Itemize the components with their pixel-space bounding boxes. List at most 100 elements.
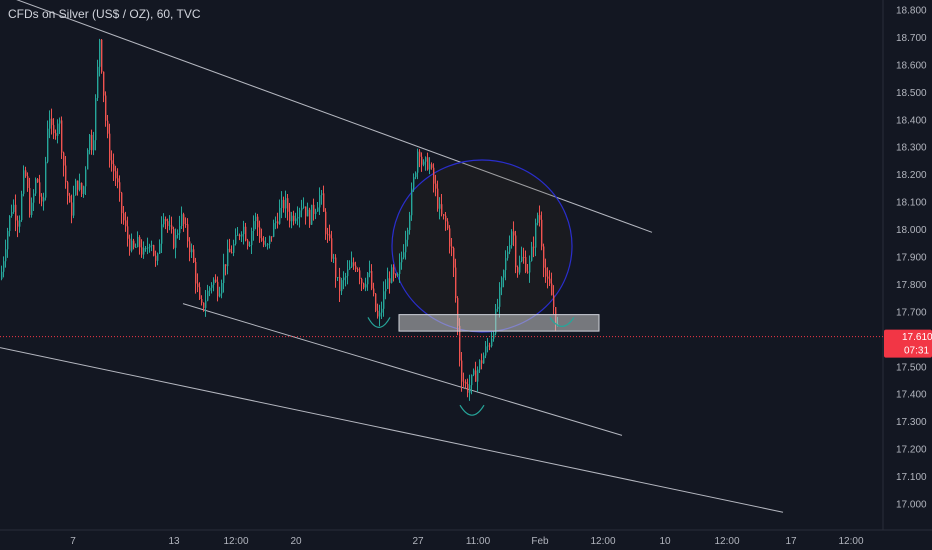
candle-body bbox=[521, 256, 523, 262]
trendline[interactable] bbox=[182, 303, 623, 436]
candle-body bbox=[257, 216, 259, 228]
candle-body bbox=[125, 220, 127, 227]
candle-body bbox=[493, 333, 495, 339]
bottom-arc-marker[interactable] bbox=[459, 404, 485, 416]
bottom-arc-marker[interactable] bbox=[367, 317, 391, 328]
candle-body bbox=[205, 300, 207, 308]
candle-body bbox=[289, 211, 291, 222]
candle-body bbox=[355, 265, 357, 270]
candle-body bbox=[295, 218, 297, 222]
candle-body bbox=[227, 248, 229, 267]
y-tick-label: 17.800 bbox=[896, 280, 927, 291]
candle-body bbox=[427, 157, 429, 170]
candle-body bbox=[351, 262, 353, 267]
candle-body bbox=[199, 287, 201, 300]
candle-body bbox=[297, 217, 299, 219]
candle-body bbox=[241, 234, 243, 237]
candle-body bbox=[343, 277, 345, 281]
candle-body bbox=[19, 220, 21, 227]
candle-body bbox=[35, 179, 37, 194]
candle-body bbox=[359, 270, 361, 279]
trendline[interactable] bbox=[0, 347, 784, 513]
y-tick-label: 17.500 bbox=[896, 362, 927, 373]
y-tick-label: 18.400 bbox=[896, 115, 927, 126]
candle-body bbox=[281, 199, 283, 208]
candle-body bbox=[437, 188, 439, 209]
candle-body bbox=[201, 299, 203, 303]
candle-body bbox=[247, 240, 249, 246]
candle-body bbox=[443, 214, 445, 216]
candle-body bbox=[233, 243, 235, 253]
candle-body bbox=[513, 231, 515, 236]
candle-body bbox=[197, 283, 199, 288]
candle-body bbox=[421, 156, 423, 165]
x-tick-label: 12:00 bbox=[590, 536, 615, 547]
candle-body bbox=[367, 272, 369, 285]
candle-body bbox=[303, 206, 305, 208]
x-tick-label: 12:00 bbox=[223, 536, 248, 547]
candle-body bbox=[21, 193, 23, 221]
trendline[interactable] bbox=[0, 0, 653, 233]
chart-title: CFDs on Silver (US$ / OZ), 60, TVC bbox=[8, 7, 201, 21]
candle-body bbox=[135, 246, 137, 248]
candle-body bbox=[49, 118, 51, 129]
candle-body bbox=[203, 302, 205, 308]
y-tick-label: 17.300 bbox=[896, 417, 927, 428]
candle-body bbox=[209, 287, 211, 291]
y-tick-label: 17.700 bbox=[896, 307, 927, 318]
candle-body bbox=[305, 206, 307, 217]
candle-body bbox=[11, 211, 13, 216]
candle-body bbox=[145, 247, 147, 249]
candle-body bbox=[537, 215, 539, 223]
candle-body bbox=[423, 161, 425, 165]
candle-body bbox=[195, 262, 197, 284]
candle-body bbox=[323, 193, 325, 212]
candle-body bbox=[545, 267, 547, 277]
candle-body bbox=[3, 261, 5, 272]
candle-body bbox=[267, 244, 269, 246]
candle-body bbox=[511, 231, 513, 246]
candle-body bbox=[101, 39, 103, 72]
bottom-arc-marker[interactable] bbox=[549, 317, 575, 327]
candle-body bbox=[93, 140, 95, 151]
candle-body bbox=[211, 284, 213, 288]
candle-body bbox=[397, 274, 399, 276]
y-tick-label: 17.400 bbox=[896, 390, 927, 401]
candle-body bbox=[541, 219, 543, 247]
candle-body bbox=[373, 288, 375, 294]
candle-body bbox=[13, 204, 15, 212]
candle-body bbox=[339, 277, 341, 292]
candle-body bbox=[505, 258, 507, 271]
support-zone[interactable] bbox=[398, 314, 600, 332]
candle-body bbox=[123, 213, 125, 221]
candle-body bbox=[163, 219, 165, 225]
candle-body bbox=[235, 234, 237, 244]
y-tick-label: 18.500 bbox=[896, 88, 927, 99]
candle-body bbox=[129, 238, 131, 251]
candle-body bbox=[309, 209, 311, 225]
candle-body bbox=[7, 231, 9, 250]
candle-body bbox=[239, 234, 241, 237]
candle-body bbox=[407, 229, 409, 240]
candle-body bbox=[489, 345, 491, 347]
x-tick-label: Feb bbox=[531, 536, 549, 547]
candle-body bbox=[471, 374, 473, 386]
circle-highlight[interactable] bbox=[391, 159, 573, 333]
candle-body bbox=[419, 151, 421, 157]
candle-body bbox=[411, 188, 413, 216]
candle-body bbox=[543, 246, 545, 268]
candle-body bbox=[175, 235, 177, 248]
x-tick-label: 12:00 bbox=[714, 536, 739, 547]
candle-body bbox=[445, 215, 447, 222]
x-tick-label: 10 bbox=[659, 536, 671, 547]
candle-body bbox=[551, 283, 553, 296]
candle-body bbox=[503, 270, 505, 278]
candle-body bbox=[409, 215, 411, 230]
candle-body bbox=[157, 253, 159, 261]
y-tick-label: 17.100 bbox=[896, 472, 927, 483]
candle-body bbox=[431, 164, 433, 168]
candle-body bbox=[85, 169, 87, 187]
candle-body bbox=[147, 247, 149, 249]
